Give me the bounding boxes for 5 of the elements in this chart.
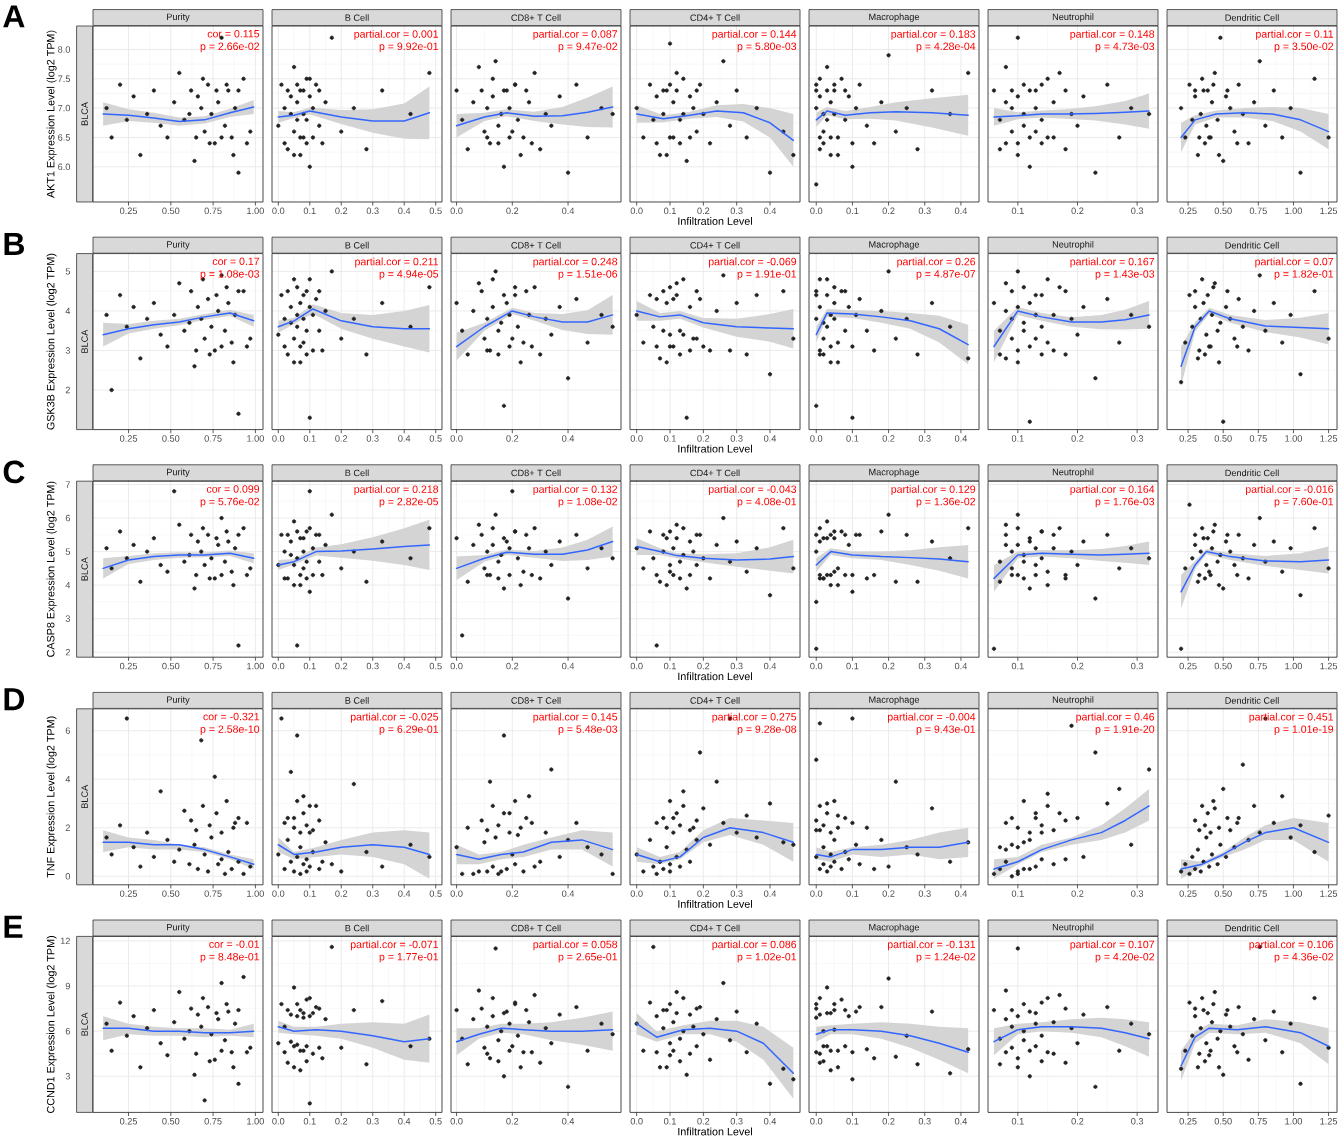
text: E [4,915,23,938]
text: A [3,5,25,28]
text: B [4,232,24,255]
text: D [4,688,25,711]
text: C [3,460,25,484]
